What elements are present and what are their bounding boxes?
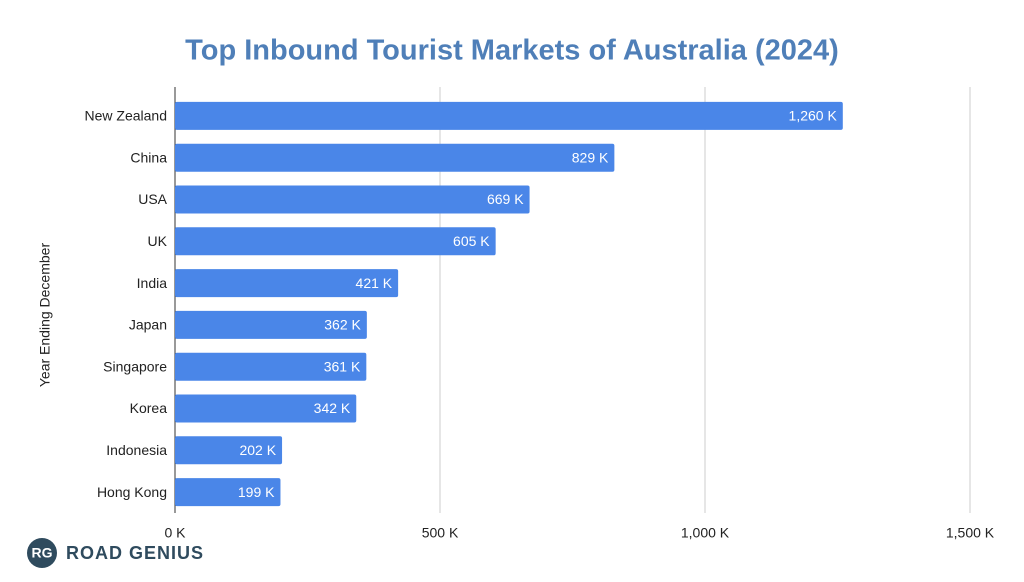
value-label: 342 K <box>314 400 351 416</box>
value-label: 202 K <box>239 442 276 458</box>
value-label: 605 K <box>453 233 490 249</box>
value-label: 829 K <box>572 149 609 165</box>
logo-text: ROAD GENIUS <box>66 543 204 563</box>
chart-title: Top Inbound Tourist Markets of Australia… <box>185 35 839 67</box>
value-label: 361 K <box>324 358 361 374</box>
y-tick-label: New Zealand <box>85 108 168 124</box>
y-tick-label: USA <box>138 191 167 207</box>
y-tick-label: Indonesia <box>106 442 167 458</box>
value-label: 421 K <box>356 275 393 291</box>
bar <box>175 352 367 381</box>
value-label: 669 K <box>487 191 524 207</box>
bar <box>175 478 281 507</box>
y-tick-label: Japan <box>129 317 167 333</box>
bar <box>175 269 399 298</box>
bar <box>175 143 615 172</box>
y-tick-label: India <box>137 275 168 291</box>
value-label: 1,260 K <box>789 108 838 124</box>
y-tick-label: Hong Kong <box>97 484 167 500</box>
y-tick-label: China <box>130 149 167 165</box>
value-label: 362 K <box>324 317 361 333</box>
bar <box>175 185 530 214</box>
bar <box>175 227 496 256</box>
y-tick-label: Korea <box>130 400 168 416</box>
bar <box>175 394 357 423</box>
y-axis-label: Year Ending December <box>37 243 53 388</box>
y-tick-label: UK <box>148 233 168 249</box>
x-tick-label: 1,000 K <box>681 525 730 541</box>
bar <box>175 310 367 339</box>
logo-badge: RG <box>32 545 53 561</box>
x-tick-label: 1,500 K <box>946 525 995 541</box>
bar <box>175 436 283 465</box>
y-tick-label: Singapore <box>103 358 167 374</box>
value-label: 199 K <box>238 484 275 500</box>
x-tick-label: 0 K <box>164 525 186 541</box>
x-tick-label: 500 K <box>422 525 459 541</box>
bar <box>175 101 843 130</box>
logo: RG ROAD GENIUS <box>27 538 204 568</box>
logo-badge-bg <box>27 538 57 568</box>
